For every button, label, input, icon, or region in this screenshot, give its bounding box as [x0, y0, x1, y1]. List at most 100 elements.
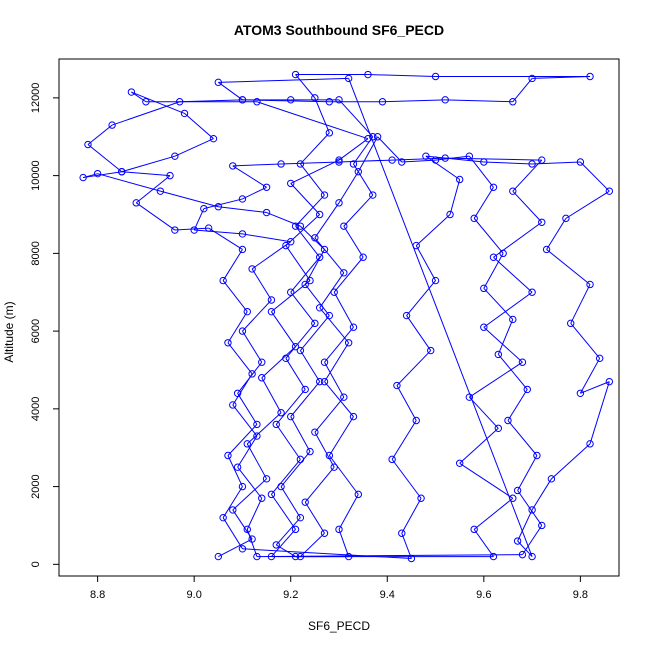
data-point	[243, 440, 251, 448]
data-point	[369, 191, 377, 199]
data-point	[335, 158, 343, 166]
series-segment	[135, 202, 176, 231]
data-point	[238, 327, 247, 335]
data-point	[204, 224, 213, 232]
series-segment	[459, 427, 499, 464]
series-segment	[324, 361, 345, 398]
data-point	[238, 195, 247, 203]
series-segment	[314, 431, 335, 468]
data-point	[282, 354, 290, 363]
data-point	[219, 276, 227, 285]
series-segment	[290, 159, 340, 184]
series-segment	[512, 190, 543, 223]
data-point	[282, 241, 290, 250]
data-point	[518, 550, 527, 559]
data-point	[470, 214, 478, 223]
data-point	[605, 377, 614, 386]
data-point	[287, 288, 295, 296]
data-point	[330, 288, 338, 296]
series-segment	[343, 194, 374, 227]
data-point	[296, 160, 305, 168]
data-point	[233, 389, 242, 398]
data-point	[480, 158, 488, 166]
y-tick-label: 12000	[30, 83, 42, 114]
data-point	[388, 455, 396, 464]
data-point	[340, 393, 348, 401]
series-segment	[565, 190, 610, 219]
series-segment	[218, 77, 349, 83]
series-segment	[406, 280, 436, 316]
y-tick-label: 10000	[30, 160, 42, 191]
series-segment	[328, 455, 359, 495]
data-point	[272, 541, 280, 549]
data-point	[422, 152, 430, 160]
series-segment	[314, 237, 345, 274]
data-point	[402, 311, 411, 320]
data-point	[489, 552, 498, 561]
series-segment	[275, 389, 306, 425]
series-segment	[242, 186, 267, 200]
series-segment	[445, 157, 542, 161]
data-point	[340, 269, 348, 277]
series-segment	[551, 443, 591, 480]
data-point	[586, 440, 594, 448]
data-point	[427, 346, 435, 355]
data-point	[320, 529, 329, 537]
series-segment	[468, 155, 494, 188]
series-segment	[285, 323, 316, 359]
data-point	[229, 162, 237, 170]
series-segment	[512, 78, 533, 103]
x-tick-label: 8.8	[90, 589, 105, 601]
series-segment	[324, 326, 354, 363]
series-segment	[396, 350, 432, 386]
data-point	[214, 78, 223, 87]
series-segment	[343, 225, 364, 258]
series-segment	[415, 245, 436, 281]
data-point	[349, 323, 358, 331]
series-segment	[261, 346, 296, 379]
data-point	[340, 222, 348, 230]
data-point	[320, 377, 329, 386]
data-point	[465, 393, 474, 401]
data-point	[325, 129, 334, 137]
data-point	[79, 173, 87, 182]
series-segment	[285, 245, 311, 281]
data-point	[214, 203, 223, 211]
series-segment	[131, 91, 185, 114]
data-point	[364, 70, 372, 79]
series-segment	[232, 478, 267, 511]
data-point	[431, 72, 440, 81]
series-segment	[290, 183, 321, 215]
series-segment	[97, 173, 161, 192]
data-point	[296, 455, 305, 464]
series-segment	[174, 227, 209, 231]
series-segment	[237, 466, 263, 499]
data-point	[528, 552, 536, 561]
series-segment	[300, 532, 325, 557]
series-segment	[285, 358, 306, 390]
data-point	[262, 475, 271, 483]
series-segment	[227, 342, 253, 375]
series-segment	[246, 443, 268, 480]
series-segment	[251, 268, 272, 301]
data-point	[494, 350, 503, 359]
series-segment	[227, 311, 248, 344]
data-point	[287, 412, 295, 421]
series-segment	[570, 284, 591, 324]
data-point	[315, 377, 324, 386]
series-segment	[497, 319, 514, 355]
data-point	[354, 168, 363, 176]
data-point	[243, 307, 251, 316]
series-segment	[507, 420, 538, 456]
series-segment	[392, 157, 446, 161]
series-segment	[193, 208, 205, 231]
data-point	[277, 409, 285, 417]
series-segment	[314, 202, 340, 239]
data-point	[344, 74, 353, 83]
series-segment	[227, 455, 243, 487]
series-lines	[83, 74, 610, 560]
data-point	[513, 537, 522, 545]
series-segment	[184, 113, 214, 140]
series-segment	[338, 99, 374, 138]
data-point	[412, 416, 420, 425]
